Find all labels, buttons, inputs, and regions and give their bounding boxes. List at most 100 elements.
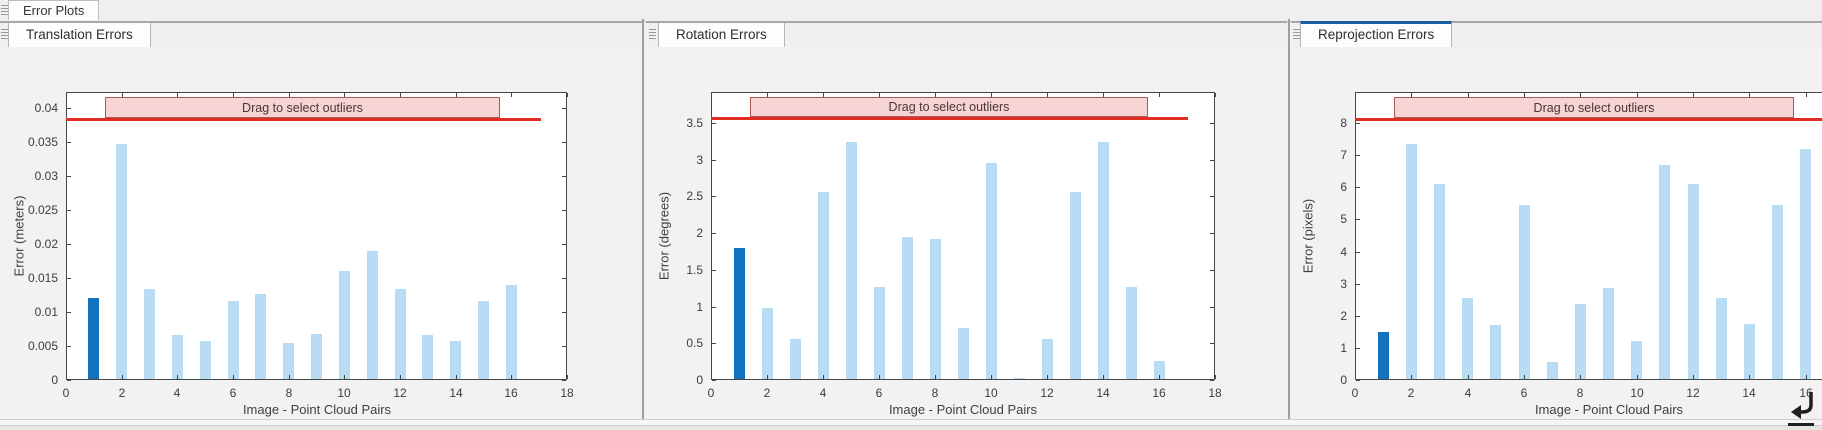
x-tick — [567, 375, 568, 379]
outlier-threshold-line[interactable] — [711, 117, 1188, 120]
error-bar[interactable] — [790, 339, 801, 379]
y-axis-label: Error (pixels) — [1300, 198, 1316, 274]
x-tick-top — [122, 93, 123, 97]
x-axis-label: Image - Point Cloud Pairs — [888, 402, 1038, 417]
error-bar[interactable] — [1070, 192, 1081, 379]
y-tick — [1356, 187, 1360, 188]
error-bar[interactable] — [88, 298, 99, 379]
x-tick — [1468, 375, 1469, 379]
error-bar[interactable] — [958, 328, 969, 379]
outlier-threshold-line[interactable] — [66, 118, 541, 121]
x-tick-label: 4 — [1464, 386, 1472, 400]
error-bar[interactable] — [1547, 362, 1558, 379]
x-tick-label: 8 — [931, 386, 939, 400]
error-bar[interactable] — [1688, 184, 1699, 379]
error-bar[interactable] — [506, 285, 517, 379]
error-bar[interactable] — [1800, 149, 1811, 379]
outlier-threshold-line[interactable] — [1355, 118, 1822, 121]
y-tick-label: 2 — [1340, 309, 1347, 323]
y-tick — [67, 142, 71, 143]
x-tick-top — [711, 93, 712, 97]
x-tick — [66, 375, 67, 379]
error-bar[interactable] — [422, 335, 433, 379]
error-bar[interactable] — [339, 271, 350, 379]
error-bar[interactable] — [450, 341, 461, 379]
error-bar[interactable] — [1378, 332, 1389, 379]
x-tick-label: 18 — [560, 386, 574, 400]
tab-rotation-errors[interactable]: Rotation Errors — [658, 23, 785, 47]
error-bar[interactable] — [395, 289, 406, 379]
error-bar[interactable] — [1519, 205, 1530, 379]
drag-grip-icon[interactable] — [1293, 29, 1300, 41]
error-bar[interactable] — [846, 142, 857, 379]
tab-error-plots[interactable]: Error Plots — [8, 0, 100, 20]
error-bar[interactable] — [1406, 144, 1417, 379]
error-bar[interactable] — [762, 308, 773, 379]
error-bar[interactable] — [1014, 378, 1025, 379]
error-bar[interactable] — [818, 192, 829, 379]
error-bar[interactable] — [1098, 142, 1109, 379]
error-bar[interactable] — [1716, 298, 1727, 379]
error-bar[interactable] — [1744, 324, 1755, 379]
drag-to-select-outliers-band[interactable]: Drag to select outliers — [750, 97, 1148, 117]
tab-translation-errors[interactable]: Translation Errors — [8, 23, 151, 47]
panel-splitter[interactable] — [642, 19, 644, 420]
y-tick — [67, 278, 71, 279]
panel-tab-bar-reprojection: Reprojection Errors — [1291, 21, 1822, 47]
error-bar[interactable] — [200, 341, 211, 379]
error-bar[interactable] — [1154, 361, 1165, 379]
x-tick-label: 2 — [1407, 386, 1415, 400]
error-bar[interactable] — [283, 343, 294, 379]
y-tick — [67, 312, 71, 313]
y-tick-label: 0 — [696, 373, 703, 387]
error-bar[interactable] — [930, 239, 941, 379]
error-bar[interactable] — [228, 301, 239, 379]
plot-area[interactable] — [1355, 92, 1822, 380]
tab-error-plots-label: Error Plots — [23, 3, 85, 18]
x-tick-label: 4 — [173, 386, 181, 400]
error-bar[interactable] — [1462, 298, 1473, 379]
x-tick-top — [456, 93, 457, 97]
x-tick-top — [935, 93, 936, 97]
tab-reprojection-errors[interactable]: Reprojection Errors — [1300, 21, 1453, 47]
drag-grip-icon[interactable] — [1, 29, 8, 41]
error-bar[interactable] — [902, 237, 913, 379]
drag-grip-icon[interactable] — [649, 29, 656, 41]
error-bar[interactable] — [874, 287, 885, 379]
x-tick — [1637, 375, 1638, 379]
error-bar[interactable] — [367, 251, 378, 379]
error-bar[interactable] — [734, 248, 745, 379]
error-bar[interactable] — [1631, 341, 1642, 379]
y-tick-label: 7 — [1340, 148, 1347, 162]
error-bar[interactable] — [1772, 205, 1783, 379]
error-bar[interactable] — [311, 334, 322, 379]
error-bar[interactable] — [1126, 287, 1137, 379]
drag-grip-icon[interactable] — [1, 5, 8, 17]
error-bar[interactable] — [116, 144, 127, 379]
x-tick — [1103, 375, 1104, 379]
error-bar[interactable] — [1434, 184, 1445, 379]
document-tab-bar: Error Plots — [0, 0, 1822, 22]
x-tick-top — [1103, 93, 1104, 97]
error-bar[interactable] — [255, 294, 266, 379]
error-bar[interactable] — [1490, 325, 1501, 379]
x-tick-top — [879, 93, 880, 97]
x-tick-label: 0 — [1351, 386, 1359, 400]
error-bar[interactable] — [1603, 288, 1614, 379]
drag-to-select-outliers-band[interactable]: Drag to select outliers — [1394, 97, 1794, 118]
panel-splitter[interactable] — [1288, 19, 1290, 420]
error-bar[interactable] — [172, 335, 183, 379]
error-bar[interactable] — [144, 289, 155, 379]
y-tick — [1356, 316, 1360, 317]
error-bar[interactable] — [986, 163, 997, 379]
y-tick — [1356, 219, 1360, 220]
error-bar[interactable] — [1042, 339, 1053, 379]
x-tick-top — [1580, 93, 1581, 97]
error-bar[interactable] — [1659, 165, 1670, 379]
error-bar[interactable] — [1575, 304, 1586, 379]
error-bar[interactable] — [478, 301, 489, 379]
drag-to-select-outliers-band[interactable]: Drag to select outliers — [105, 97, 500, 118]
y-tick-right — [1210, 270, 1214, 271]
x-tick-label: 16 — [504, 386, 518, 400]
x-tick-top — [289, 93, 290, 97]
